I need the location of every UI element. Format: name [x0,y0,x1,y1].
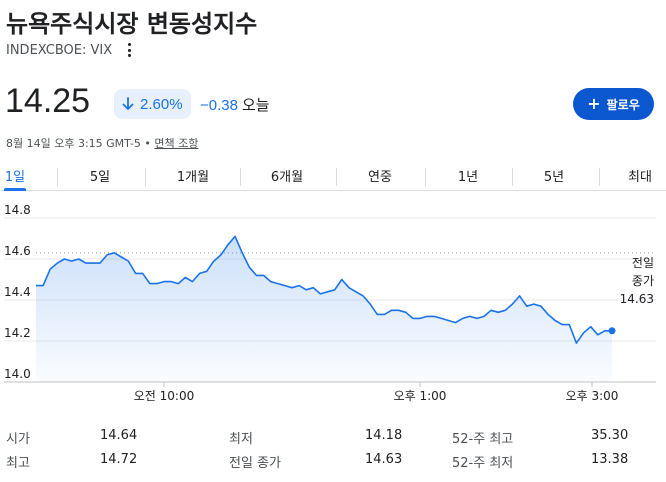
timestamp: 8월 14일 오후 3:15 GMT-5 • 면책 조항 [6,135,198,151]
stat-label-prev-close: 전일 종가 [229,456,281,471]
change-percent-badge: 2.60% [114,89,191,119]
tab-divider [57,168,58,186]
stat-value-open: 14.64 [100,428,138,443]
stat-label-low: 최저 [229,432,253,447]
price-line [36,235,612,344]
y-tick-label: 14.4 [4,285,31,299]
stat-label-52wk-low: 52-주 최저 [452,456,514,471]
change-value: −0.38 [200,97,238,114]
timestamp-text: 8월 14일 오후 3:15 GMT-5 • [6,137,155,150]
disclaimer-link[interactable]: 면책 조항 [154,137,199,150]
change-absolute: −0.38 오늘 [200,94,270,115]
tab-5y[interactable]: 5년 [543,170,565,185]
stat-label-high: 최고 [6,456,30,471]
y-tick-label: 14.0 [4,367,31,381]
stat-value-52wk-high: 35.30 [591,428,629,443]
follow-button[interactable]: + 팔로우 [573,88,654,120]
y-tick-label: 14.2 [4,326,31,340]
tab-divider [336,168,337,186]
y-tick-label: 14.8 [4,203,31,217]
ticker-row: INDEXCBOE: VIX [6,42,136,58]
tab-max[interactable]: 최대 [628,170,652,185]
tab-1y[interactable]: 1년 [457,170,479,185]
tab-1d[interactable]: 1일 [4,166,26,191]
page-title: 뉴욕주식시장 변동성지수 [6,10,258,38]
tab-divider [240,168,241,186]
tab-ytd[interactable]: 연중 [368,170,392,185]
x-tick-label: 오후 1:00 [394,389,447,403]
tab-5d[interactable]: 5일 [89,170,111,185]
tab-divider [599,168,600,186]
stats-row: 최고 14.72 전일 종가 14.63 52-주 최저 13.38 [0,452,666,472]
tab-divider [425,168,426,186]
tab-divider [145,168,146,186]
plus-icon: + [587,94,601,113]
stat-value-low: 14.18 [365,428,403,443]
price-chart[interactable]: 14.8 14.6 14.4 14.2 14.0 오전 10:00 오후 1:00 오후 3:… [0,196,666,408]
x-tick-label: 오후 3:00 [566,389,619,403]
stat-label-open: 시가 [6,432,30,447]
stat-label-52wk-high: 52-주 최고 [452,432,514,447]
more-options-icon[interactable] [122,42,136,58]
prev-close-label: 종가 [632,274,654,288]
tab-6m[interactable]: 6개월 [270,170,304,185]
x-tick-label: 오전 10:00 [134,389,194,403]
y-tick-label: 14.6 [4,244,31,258]
current-price: 14.25 [5,82,91,120]
tab-divider [512,168,513,186]
time-range-tabs: 1일 5일 1개월 6개월 연중 1년 5년 최대 [0,162,666,191]
follow-button-label: 팔로우 [606,97,640,112]
arrow-down-icon [122,97,134,110]
stat-value-high: 14.72 [100,452,138,467]
tab-1m[interactable]: 1개월 [176,170,210,185]
price-area [36,236,612,382]
stat-value-52wk-low: 13.38 [591,452,629,467]
last-price-point [608,327,616,335]
ticker-symbol: INDEXCBOE: VIX [6,42,113,58]
stats-row: 시가 14.64 최저 14.18 52-주 최고 35.30 [0,428,666,448]
stat-value-prev-close: 14.63 [365,452,403,467]
change-period: 오늘 [241,97,270,114]
prev-close-label: 14.63 [620,292,654,306]
prev-close-label: 전일 [632,256,654,270]
change-percent: 2.60% [140,95,183,113]
